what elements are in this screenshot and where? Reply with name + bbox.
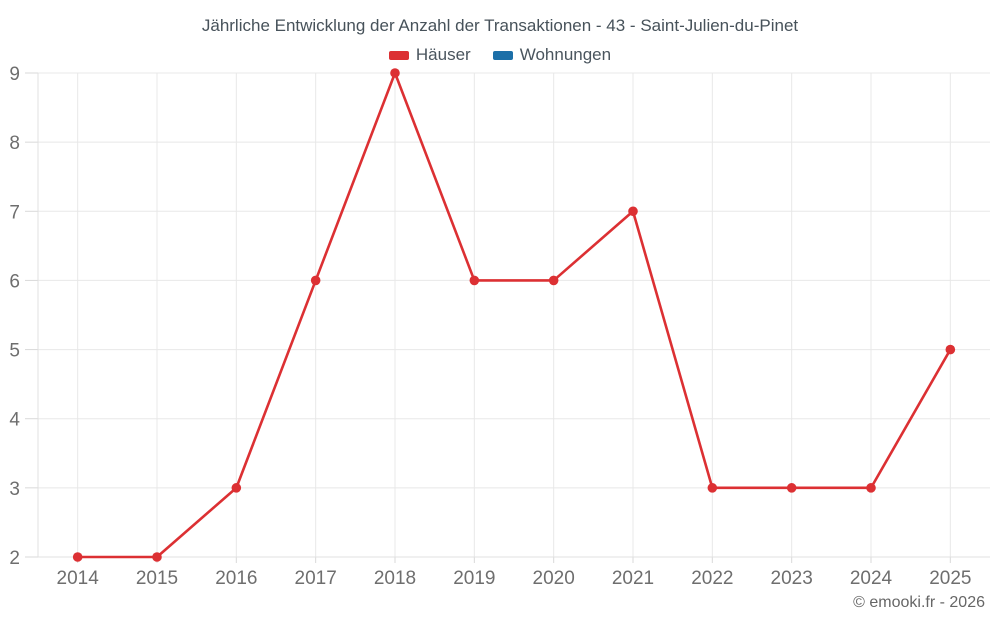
x-axis-label: 2022 [691, 568, 733, 589]
x-axis-label: 2019 [453, 568, 495, 589]
data-point[interactable] [945, 344, 956, 355]
data-point[interactable] [786, 483, 797, 493]
y-axis-label: 4 [9, 410, 20, 431]
y-axis-label: 7 [9, 202, 20, 223]
legend-item-wohnungen[interactable]: Wohnungen [492, 45, 612, 65]
x-axis-label: 2020 [533, 568, 575, 589]
x-axis-label: 2015 [136, 568, 178, 589]
data-point[interactable] [469, 275, 480, 286]
x-axis-label: 2018 [374, 568, 416, 589]
data-point[interactable] [866, 483, 876, 493]
chart-title: Jährliche Entwicklung der Anzahl der Tra… [201, 16, 799, 35]
x-axis-label: 2023 [771, 568, 813, 589]
legend-swatch-wohnungen [492, 50, 513, 60]
y-axis-label: 6 [9, 271, 20, 292]
data-point[interactable] [231, 483, 242, 493]
data-point[interactable] [390, 68, 400, 78]
y-axis-label: 9 [9, 64, 20, 85]
x-axis-label: 2014 [57, 568, 100, 589]
data-point[interactable] [628, 206, 638, 217]
legend: Häuser Wohnungen [0, 45, 1000, 65]
legend-label-hauser: Häuser [415, 45, 471, 64]
y-axis-label: 8 [9, 133, 20, 154]
watermark: © emooki.fr - 2026 [853, 594, 985, 611]
data-point[interactable] [72, 552, 83, 562]
y-axis-label: 3 [9, 479, 20, 500]
legend-item-hauser[interactable]: Häuser [388, 45, 471, 65]
x-axis-label: 2024 [850, 568, 893, 589]
x-axis-label: 2025 [929, 568, 971, 589]
data-point[interactable] [707, 483, 718, 493]
y-axis-label: 5 [9, 341, 20, 362]
x-axis-label: 2021 [612, 568, 654, 589]
series-line-häuser [76, 71, 952, 559]
data-point[interactable] [310, 275, 321, 286]
data-point[interactable] [152, 552, 162, 562]
y-axis-label: 2 [9, 548, 20, 569]
x-axis-label: 2016 [215, 568, 257, 589]
data-point[interactable] [548, 275, 559, 286]
legend-swatch-hauser [388, 50, 409, 60]
legend-label-wohnungen: Wohnungen [519, 45, 612, 64]
x-axis-label: 2017 [295, 568, 337, 589]
